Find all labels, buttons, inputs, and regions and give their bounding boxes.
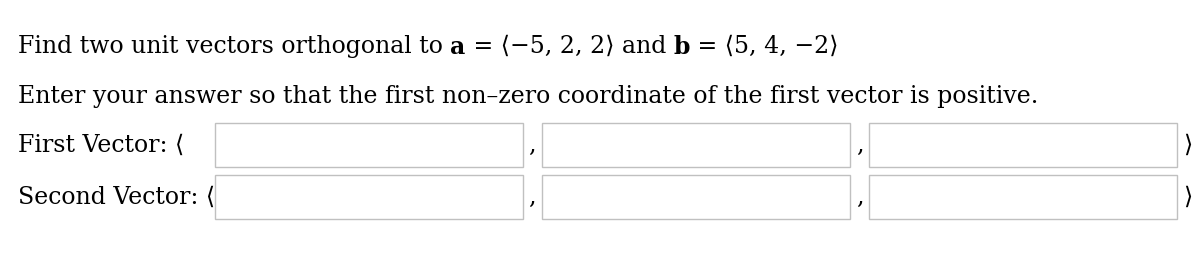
Text: First Vector: ⟨: First Vector: ⟨ xyxy=(18,133,185,157)
Text: ,: , xyxy=(528,186,536,208)
Text: Enter your answer so that the first non–zero coordinate of the first vector is p: Enter your answer so that the first non–… xyxy=(18,85,1038,108)
Bar xyxy=(869,175,1177,219)
Bar xyxy=(869,123,1177,167)
Text: Second Vector: ⟨: Second Vector: ⟨ xyxy=(18,186,215,208)
Bar xyxy=(215,175,522,219)
Bar xyxy=(542,175,850,219)
Text: b: b xyxy=(673,35,690,59)
Text: ,: , xyxy=(528,133,536,157)
Text: ⟩: ⟩ xyxy=(1183,133,1192,157)
Bar xyxy=(542,123,850,167)
Text: Find two unit vectors orthogonal to: Find two unit vectors orthogonal to xyxy=(18,35,450,58)
Bar xyxy=(215,123,522,167)
Text: ,: , xyxy=(856,186,863,208)
Text: a: a xyxy=(450,35,466,59)
Text: = ⟨−5, 2, 2⟩ and: = ⟨−5, 2, 2⟩ and xyxy=(466,35,673,58)
Text: ,: , xyxy=(856,133,863,157)
Text: ⟩: ⟩ xyxy=(1183,186,1192,208)
Text: = ⟨5, 4, −2⟩: = ⟨5, 4, −2⟩ xyxy=(690,35,839,58)
